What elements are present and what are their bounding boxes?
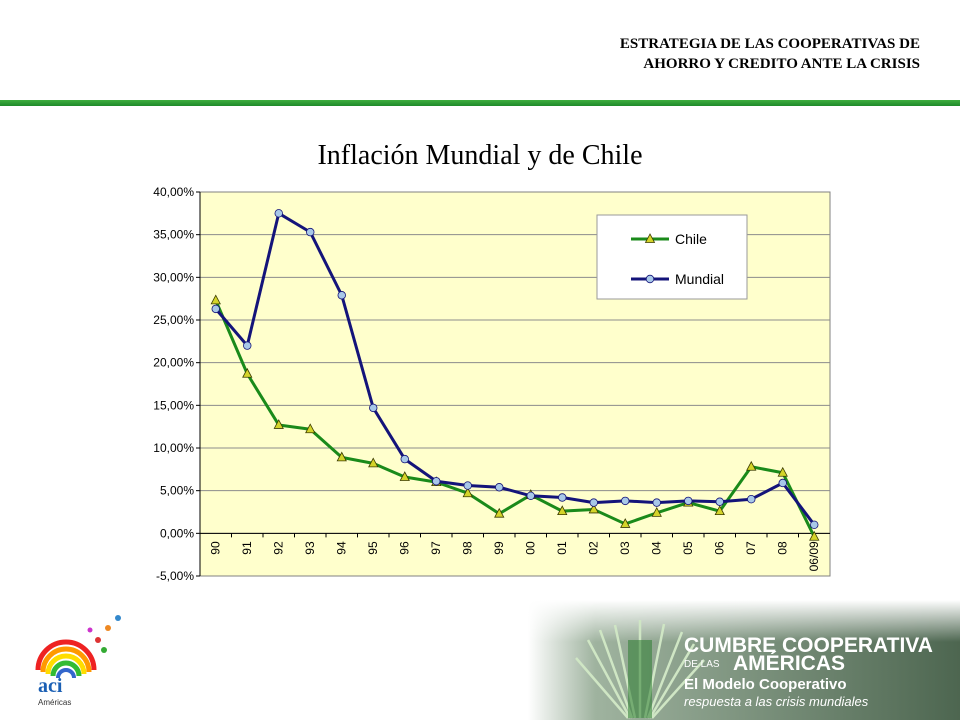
aci-logo-subtitle: Américas	[38, 698, 71, 707]
aci-logo-text: aci	[38, 675, 63, 697]
y-tick-label: 40,00%	[153, 185, 194, 199]
cumbre-americas: AMÉRICAS	[733, 652, 845, 675]
header-line-2: AHORRO Y CREDITO ANTE LA CRISIS	[643, 56, 920, 72]
bird-icon	[95, 637, 101, 643]
point-mundial	[495, 483, 504, 492]
x-tick-label: 04	[650, 541, 664, 555]
chart-title: Inflación Mundial y de Chile	[317, 140, 643, 171]
y-tick-label: 25,00%	[153, 313, 194, 327]
x-tick-label: 06/09	[807, 541, 821, 571]
x-tick-label: 98	[461, 541, 475, 555]
point-mundial	[810, 520, 819, 529]
x-tick-label: 02	[587, 541, 601, 555]
point-chile	[368, 457, 379, 468]
x-tick-label: 03	[618, 541, 632, 555]
bird-icon	[87, 627, 93, 633]
header-divider	[0, 100, 960, 106]
legend-box	[596, 214, 748, 300]
modelo-cooperativo: El Modelo Cooperativo	[684, 676, 847, 693]
point-chile	[273, 419, 284, 429]
y-tick-label: 10,00%	[153, 441, 194, 455]
x-tick-label: 06	[713, 541, 727, 555]
point-chile	[746, 460, 757, 471]
point-chile	[777, 466, 788, 477]
inflation-chart: 40,00% 35,00% 30,00% 25,00% 20,00% 15,00% 10,0…	[153, 185, 831, 583]
point-mundial	[306, 227, 315, 237]
y-tick-label: 5,00%	[160, 484, 194, 498]
series-line-mundial	[214, 211, 816, 526]
legend-marker-mundial	[645, 274, 655, 284]
x-tick-label: 96	[398, 541, 412, 555]
x-tick-label: 00	[524, 541, 538, 555]
banner-fade	[0, 600, 960, 720]
header-title: ESTRATEGIA DE LAS COOPERATIVAS DE AHORRO…	[620, 34, 920, 74]
x-tick-label: 01	[555, 541, 569, 555]
point-mundial	[652, 498, 661, 507]
x-tick-label: 97	[429, 541, 443, 555]
point-mundial	[211, 304, 220, 314]
x-tick-label: 08	[776, 541, 790, 555]
x-tick-label: 99	[492, 541, 506, 555]
point-chile	[809, 530, 820, 541]
cumbre-title: CUMBRE COOPERATIVA	[684, 634, 933, 657]
point-mundial	[243, 341, 252, 350]
agave-stem	[628, 640, 652, 718]
point-mundial	[747, 495, 756, 504]
y-tick-label: 20,00%	[153, 356, 194, 370]
header-line-1: ESTRATEGIA DE LAS COOPERATIVAS DE	[619, 36, 920, 52]
y-tick-label: 30,00%	[153, 270, 194, 284]
bird-icon	[105, 625, 111, 631]
aci-logo	[35, 615, 121, 679]
point-chile	[242, 367, 253, 378]
point-chile	[399, 471, 410, 481]
point-mundial	[432, 477, 441, 486]
legend-label-mundial: Mundial	[675, 271, 724, 287]
x-tick-label: 07	[744, 541, 758, 555]
x-tick-label: 91	[240, 541, 254, 555]
point-chile	[462, 487, 473, 498]
legend-marker-chile	[644, 233, 656, 243]
bird-icon	[101, 647, 107, 653]
point-chile	[588, 503, 599, 514]
point-mundial	[337, 291, 346, 300]
point-mundial	[274, 209, 283, 218]
point-chile	[305, 423, 316, 434]
cumbre-de-las: DE LAS	[684, 659, 720, 670]
point-mundial	[369, 403, 378, 413]
x-tick-label: 94	[335, 541, 349, 555]
x-tick-label: 92	[272, 541, 286, 555]
point-chile	[557, 505, 568, 516]
point-chile	[210, 294, 221, 305]
x-tick-label: 93	[303, 541, 317, 555]
point-mundial	[558, 493, 567, 502]
point-mundial	[715, 497, 724, 506]
legend-label-chile: Chile	[675, 231, 707, 247]
footer-banner: aci Américas CUMBRE COOPERATIVA DE LAS A…	[0, 600, 960, 720]
point-chile	[620, 518, 631, 528]
y-tick-label: 0,00%	[160, 526, 194, 540]
y-tick-label: 15,00%	[153, 398, 194, 412]
point-chile	[336, 451, 347, 462]
y-tick-label: 35,00%	[153, 228, 194, 242]
point-mundial	[526, 491, 535, 500]
point-mundial	[400, 454, 409, 464]
point-chile	[714, 505, 725, 516]
point-mundial	[778, 478, 787, 488]
y-tick-label: -5,00%	[156, 569, 194, 583]
x-tick-label: 95	[366, 541, 380, 555]
point-chile	[494, 507, 505, 518]
x-tick-label: 90	[209, 541, 223, 555]
point-mundial	[463, 481, 472, 490]
series-line-chile	[214, 299, 816, 538]
bird-icon	[115, 615, 121, 621]
point-mundial	[589, 498, 598, 507]
respuesta-text: respuesta a las crisis mundiales	[684, 694, 869, 709]
point-mundial	[684, 496, 693, 506]
point-mundial	[621, 496, 630, 506]
point-chile	[651, 506, 662, 517]
x-tick-label: 05	[681, 541, 695, 555]
